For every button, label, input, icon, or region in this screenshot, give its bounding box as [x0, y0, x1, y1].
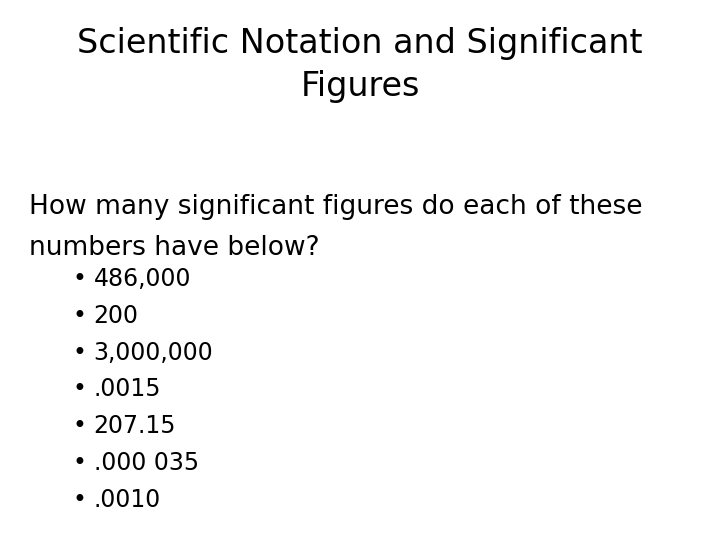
Text: Scientific Notation and Significant
Figures: Scientific Notation and Significant Figu…	[77, 27, 643, 103]
Text: •: •	[72, 341, 86, 364]
Text: 3,000,000: 3,000,000	[94, 341, 213, 364]
Text: 207.15: 207.15	[94, 414, 176, 438]
Text: •: •	[72, 488, 86, 511]
Text: •: •	[72, 267, 86, 291]
Text: 200: 200	[94, 304, 139, 328]
Text: How many significant figures do each of these: How many significant figures do each of …	[29, 194, 642, 220]
Text: •: •	[72, 451, 86, 475]
Text: 486,000: 486,000	[94, 267, 191, 291]
Text: .0015: .0015	[94, 377, 161, 401]
Text: •: •	[72, 377, 86, 401]
Text: •: •	[72, 414, 86, 438]
Text: •: •	[72, 304, 86, 328]
Text: numbers have below?: numbers have below?	[29, 235, 320, 261]
Text: .000 035: .000 035	[94, 451, 199, 475]
Text: .0010: .0010	[94, 488, 161, 511]
